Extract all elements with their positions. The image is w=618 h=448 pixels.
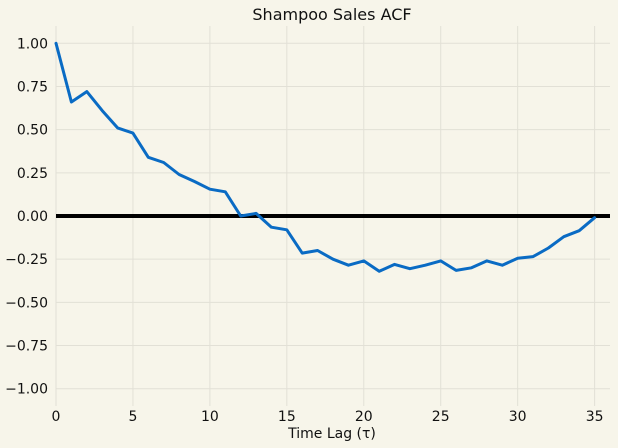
acf-series-line — [54, 41, 597, 273]
y-tick-label: 0.75 — [17, 79, 48, 95]
y-tick-label: −0.50 — [5, 295, 48, 311]
x-tick-label: 5 — [128, 409, 137, 425]
y-tick-label: 0.00 — [17, 209, 48, 225]
y-tick-labels: 1.00 0.75 0.50 0.25 0.00 −0.25 −0.50 −0.75 −1.00 — [5, 36, 48, 397]
y-tick-label: 0.25 — [17, 166, 48, 182]
y-tick-label: 1.00 — [17, 36, 48, 52]
x-tick-label: 35 — [586, 409, 604, 425]
x-tick-label: 10 — [201, 409, 219, 425]
y-tick-label: −0.25 — [5, 252, 48, 268]
x-tick-label: 25 — [432, 409, 450, 425]
x-axis-label: Time Lag (τ) — [287, 426, 376, 442]
y-tick-label: −0.75 — [5, 339, 48, 355]
chart-title: Shampoo Sales ACF — [252, 5, 411, 24]
x-tick-label: 15 — [278, 409, 296, 425]
x-tick-label: 20 — [355, 409, 373, 425]
x-tick-label: 0 — [52, 409, 61, 425]
x-tick-label: 30 — [509, 409, 527, 425]
series-layer — [54, 41, 597, 273]
x-tick-labels: 0 5 10 15 20 25 30 35 — [52, 409, 604, 425]
y-tick-label: 0.50 — [17, 123, 48, 139]
y-tick-label: −1.00 — [5, 382, 48, 398]
